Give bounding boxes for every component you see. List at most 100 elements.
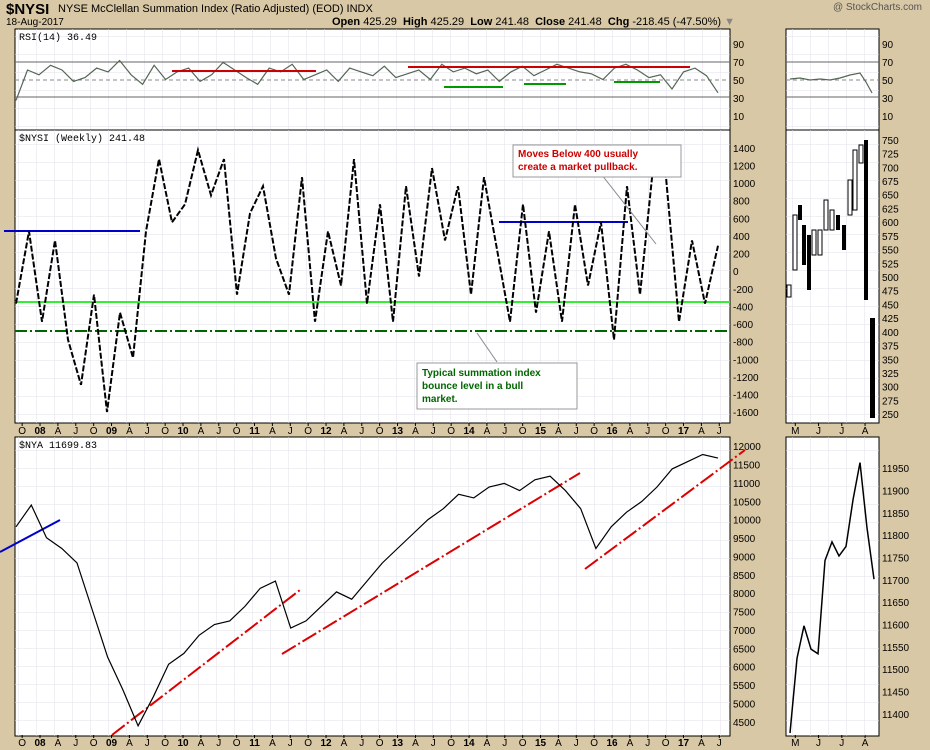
nya-x-tick-label: 11 bbox=[249, 738, 260, 749]
nya-y-tick-label: 10500 bbox=[733, 497, 761, 508]
nysi-daily-y-tick-label: 450 bbox=[882, 300, 899, 311]
nysi-x-tick-label: 16 bbox=[606, 426, 618, 437]
open-label: Open bbox=[332, 16, 361, 28]
rsi-series-line bbox=[15, 59, 719, 101]
nya-y-tick-label: 5000 bbox=[733, 699, 756, 710]
rsi-daily-y-tick-label: 70 bbox=[882, 58, 894, 69]
nysi-x-tick-label: A bbox=[698, 426, 705, 437]
nysi-x-tick-label: 10 bbox=[177, 426, 189, 437]
nya-daily-line bbox=[789, 462, 875, 734]
nysi-x-tick-label: 11 bbox=[249, 426, 260, 437]
rsi-daily-y-tick-label: 90 bbox=[882, 40, 894, 51]
nya-x-tick-label: O bbox=[590, 738, 598, 749]
nysi-daily-y-tick-label: 350 bbox=[882, 355, 899, 366]
nysi-x-tick-label: J bbox=[645, 426, 650, 437]
nya-x-tick-label: O bbox=[662, 738, 670, 749]
nysi-daily-y-tick-label: 650 bbox=[882, 191, 899, 202]
nysi-daily-y-tick-label: 500 bbox=[882, 273, 899, 284]
nya-x-tick-label: A bbox=[484, 738, 491, 749]
nysi-x-tick-label: O bbox=[590, 426, 598, 437]
nya-x-tick-label: A bbox=[412, 738, 419, 749]
rsi-y-tick-label: 50 bbox=[733, 76, 745, 87]
nya-x-tick-label: O bbox=[233, 738, 241, 749]
rsi-y-tick-label: 70 bbox=[733, 58, 745, 69]
nya-title: $NYA 11699.83 bbox=[19, 440, 97, 452]
nysi-y-tick-label: -1000 bbox=[733, 355, 759, 366]
nysi-y-tick-label: -1200 bbox=[733, 373, 759, 384]
nysi-daily-y-tick-label: 700 bbox=[882, 163, 899, 174]
nya-x-tick-label: J bbox=[359, 738, 364, 749]
nya-y-tick-label: 6000 bbox=[733, 663, 756, 674]
nysi-x-tick-label: O bbox=[304, 426, 312, 437]
nya-daily-x-tick-label: J bbox=[839, 738, 844, 749]
nya-x-tick-label: 09 bbox=[106, 738, 118, 749]
nysi-daily-y-tick-label: 550 bbox=[882, 246, 899, 257]
nysi-daily-y-tick-label: 425 bbox=[882, 314, 899, 325]
nya-x-tick-label: O bbox=[376, 738, 384, 749]
ohlc-readout: Open 425.29 High 425.29 Low 241.48 Close… bbox=[332, 16, 735, 28]
symbol-title: $NYSI bbox=[6, 1, 50, 18]
nysi-daily-y-tick-label: 525 bbox=[882, 259, 899, 270]
open-value: 425.29 bbox=[363, 16, 397, 28]
nysi-y-tick-label: 800 bbox=[733, 197, 750, 208]
nysi-x-tick-label: A bbox=[269, 426, 276, 437]
nya-daily-y-tick-label: 11600 bbox=[882, 621, 910, 632]
nysi-y-tick-label: 600 bbox=[733, 214, 750, 225]
nysi-daily-y-tick-label: 725 bbox=[882, 150, 899, 161]
nysi-daily-x-tick-label: M bbox=[791, 426, 799, 437]
rsi-y-tick-label: 90 bbox=[733, 40, 745, 51]
nysi-x-tick-label: J bbox=[288, 426, 293, 437]
nya-daily-y-tick-label: 11500 bbox=[882, 665, 910, 676]
nya-y-tick-label: 8000 bbox=[733, 589, 756, 600]
high-label: High bbox=[402, 16, 428, 28]
nya-y-tick-label: 7000 bbox=[733, 626, 756, 637]
chg-label: Chg bbox=[607, 16, 630, 28]
nysi-x-tick-label: 12 bbox=[320, 426, 332, 437]
nysi-x-tick-label: A bbox=[55, 426, 62, 437]
nysi-x-tick-label: A bbox=[484, 426, 491, 437]
nya-x-tick-label: J bbox=[717, 738, 722, 749]
nysi-daily-x-tick-label: J bbox=[816, 426, 821, 437]
nysi-y-tick-label: -200 bbox=[733, 285, 753, 296]
nya-y-tick-label: 10000 bbox=[733, 516, 761, 527]
nya-y-tick-label: 5500 bbox=[733, 681, 756, 692]
nysi-x-tick-label: O bbox=[233, 426, 241, 437]
bounce-annotation: Typical summation index bounce level in … bbox=[416, 332, 578, 410]
rsi-title: RSI(14) 36.49 bbox=[19, 32, 97, 44]
nya-daily-y-tick-label: 11700 bbox=[882, 576, 910, 587]
nysi-y-tick-label: 400 bbox=[733, 232, 750, 243]
nysi-daily-x-tick-label: A bbox=[862, 426, 869, 437]
nysi-y-tick-label: -400 bbox=[733, 302, 753, 313]
nya-x-tick-label: 08 bbox=[34, 738, 46, 749]
nya-x-tick-label: O bbox=[304, 738, 312, 749]
nysi-x-tick-label: 09 bbox=[106, 426, 118, 437]
nysi-x-tick-label: O bbox=[90, 426, 98, 437]
nya-daily-y-tick-label: 11400 bbox=[882, 710, 910, 721]
nysi-x-tick-label: J bbox=[574, 426, 579, 437]
rsi-y-tick-label: 10 bbox=[733, 112, 745, 123]
nysi-x-tick-label: J bbox=[216, 426, 221, 437]
nya-series-line bbox=[15, 453, 719, 728]
bounce-text-2: bounce level in a bull bbox=[422, 381, 523, 392]
nysi-y-tick-label: -1400 bbox=[733, 391, 759, 402]
nysi-x-tick-label: O bbox=[376, 426, 384, 437]
stockcharts-brand: @ StockCharts.com bbox=[832, 2, 922, 13]
nya-blue-trendline bbox=[0, 519, 61, 553]
nysi-daily-y-tick-label: 250 bbox=[882, 410, 899, 421]
nysi-x-tick-label: O bbox=[18, 426, 26, 437]
nysi-daily-y-tick-label: 575 bbox=[882, 232, 899, 243]
rsi-daily-y-tick-label: 10 bbox=[882, 112, 894, 123]
nysi-x-tick-label: A bbox=[341, 426, 348, 437]
nysi-y-tick-label: -1600 bbox=[733, 408, 759, 419]
nysi-x-tick-label: A bbox=[627, 426, 634, 437]
nya-y-tick-label: 9500 bbox=[733, 534, 756, 545]
nysi-x-tick-label: 17 bbox=[678, 426, 690, 437]
nya-x-tick-label: A bbox=[627, 738, 634, 749]
nysi-x-tick-label: O bbox=[519, 426, 527, 437]
nya-x-tick-label: 14 bbox=[463, 738, 475, 749]
nya-y-tick-label: 7500 bbox=[733, 608, 756, 619]
nysi-x-tick-label: 14 bbox=[463, 426, 475, 437]
down-triangle-icon: ▼ bbox=[724, 16, 735, 28]
nya-x-tick-label: A bbox=[555, 738, 562, 749]
